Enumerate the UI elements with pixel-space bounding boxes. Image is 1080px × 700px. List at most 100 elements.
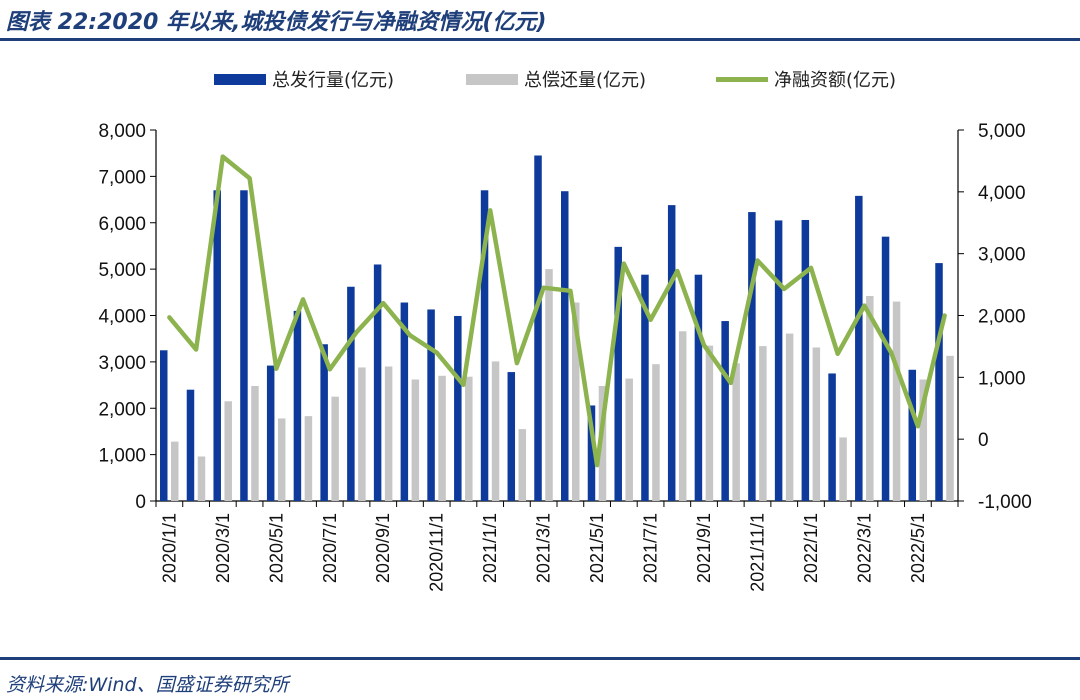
- legend-issuance-label: 总发行量(亿元): [272, 70, 395, 91]
- issuance-bar: [801, 219, 810, 501]
- legend-net-swatch: [716, 76, 768, 82]
- issuance-bar: [266, 365, 275, 501]
- left-tick-label: 1,000: [98, 446, 146, 467]
- repayment-bar: [171, 441, 179, 501]
- x-tick-label: 2020/11/1: [427, 513, 447, 592]
- figure-title: 图表 22:2020 年以来,城投债发行与净融资情况(亿元): [6, 10, 547, 35]
- bottom-rule: [0, 657, 1080, 660]
- repayment-bar: [812, 347, 821, 501]
- left-tick-label: 2,000: [98, 399, 146, 420]
- issuance-bar: [641, 274, 649, 501]
- issuance-bar: [908, 369, 917, 501]
- x-tick-label: 2022/3/1: [854, 513, 874, 583]
- legend-issuance: 总发行量(亿元): [214, 66, 394, 92]
- issuance-bar: [160, 350, 168, 501]
- repayment-bar: [625, 378, 633, 501]
- issuance-bar: [186, 389, 195, 501]
- legend-net-label: 净融资额(亿元): [774, 70, 897, 91]
- top-rule: [0, 38, 1080, 41]
- x-tick-label: 2020/9/1: [373, 513, 393, 583]
- repayment-bar: [598, 385, 607, 501]
- issuance-bar: [587, 405, 596, 501]
- issuance-bar: [614, 246, 622, 501]
- issuance-bar: [320, 344, 328, 501]
- left-tick-label: 6,000: [98, 214, 146, 235]
- issuance-bar: [507, 372, 516, 501]
- issuance-bar: [454, 315, 462, 501]
- issuance-bar: [855, 195, 863, 502]
- repayment-bar: [411, 379, 420, 501]
- repayment-bar: [946, 355, 954, 501]
- x-tick-label: 2020/1/1: [159, 513, 179, 583]
- issuance-bar: [748, 212, 756, 502]
- repayment-bar: [197, 456, 206, 501]
- issuance-bar: [373, 264, 382, 501]
- x-tick-label: 2021/9/1: [694, 513, 714, 583]
- legend-issuance-swatch: [214, 73, 266, 85]
- issuance-bar: [534, 155, 542, 501]
- issuance-bar: [240, 190, 248, 501]
- right-tick-label: 4,000: [978, 183, 1026, 204]
- left-tick-label: 5,000: [98, 260, 146, 281]
- left-tick-label: 8,000: [98, 121, 146, 142]
- repayment-bar: [251, 385, 259, 501]
- issuance-bar: [667, 205, 676, 501]
- x-tick-label: 2020/3/1: [213, 513, 233, 583]
- repayment-bar: [732, 363, 740, 501]
- net-financing-line: [167, 154, 947, 468]
- repayment-bar: [358, 367, 366, 501]
- right-tick-label: 0: [978, 430, 989, 451]
- repayment-bar: [438, 375, 446, 501]
- x-tick-label: 2021/7/1: [641, 513, 661, 583]
- chart-area: 0 1,000 2,000 3,000 4,000 5,000 6,000 7,000 8,00…: [98, 121, 1032, 592]
- right-tick-label: 1,000: [978, 368, 1026, 389]
- repayment-bar: [331, 396, 339, 501]
- x-tick-label: 2021/1/1: [480, 513, 500, 583]
- legend-repayment: 总偿还量(亿元): [466, 66, 646, 92]
- issuance-bar: [400, 302, 409, 501]
- right-tick-label: 2,000: [978, 307, 1026, 328]
- left-tick-label: 0: [135, 492, 146, 513]
- issuance-bar: [828, 373, 836, 501]
- x-tick-label: 2022/5/1: [908, 513, 928, 583]
- repayment-bar: [518, 429, 527, 501]
- x-tick-label: 2021/3/1: [534, 513, 554, 583]
- repayment-bar: [678, 331, 687, 501]
- left-tick-label: 7,000: [98, 167, 146, 188]
- repayment-bar: [652, 364, 660, 501]
- issuance-bar: [213, 190, 221, 501]
- source-note: 资料来源:Wind、国盛证券研究所: [6, 674, 289, 696]
- chart-legend: 总发行量(亿元) 总偿还量(亿元) 净融资额(亿元): [0, 66, 1080, 98]
- x-tick-label: 2021/5/1: [587, 513, 607, 583]
- repayment-bar: [839, 437, 847, 501]
- issuance-bar: [347, 286, 355, 501]
- right-tick-label: -1,000: [978, 492, 1032, 513]
- legend-net: 净融资额(亿元): [716, 66, 896, 92]
- repayment-bar: [304, 416, 313, 501]
- legend-repayment-label: 总偿还量(亿元): [524, 70, 647, 91]
- repayment-bar: [277, 418, 286, 501]
- repayment-bar: [785, 333, 794, 501]
- issuance-bar: [561, 191, 569, 501]
- x-tick-label: 2021/11/1: [748, 513, 768, 592]
- repayment-bar: [759, 346, 767, 501]
- x-tick-label: 2022/1/1: [801, 513, 821, 583]
- repayment-bar: [892, 301, 901, 501]
- right-tick-label: 3,000: [978, 245, 1026, 266]
- legend-repayment-swatch: [466, 73, 518, 85]
- issuance-bar: [480, 190, 489, 501]
- repayment-bar: [465, 376, 473, 501]
- right-tick-label: 5,000: [978, 121, 1026, 142]
- issuance-bar: [774, 220, 783, 501]
- x-tick-label: 2020/7/1: [320, 513, 340, 583]
- left-tick-label: 3,000: [98, 353, 146, 374]
- repayment-bar: [491, 361, 500, 501]
- repayment-bar: [866, 296, 874, 501]
- repayment-bar: [919, 379, 928, 501]
- left-tick-label: 4,000: [98, 307, 146, 328]
- repayment-bar: [705, 345, 714, 501]
- issuance-bar: [935, 263, 943, 501]
- issuance-bar: [293, 310, 302, 501]
- issuance-bar: [694, 274, 703, 501]
- issuance-bar: [427, 309, 435, 501]
